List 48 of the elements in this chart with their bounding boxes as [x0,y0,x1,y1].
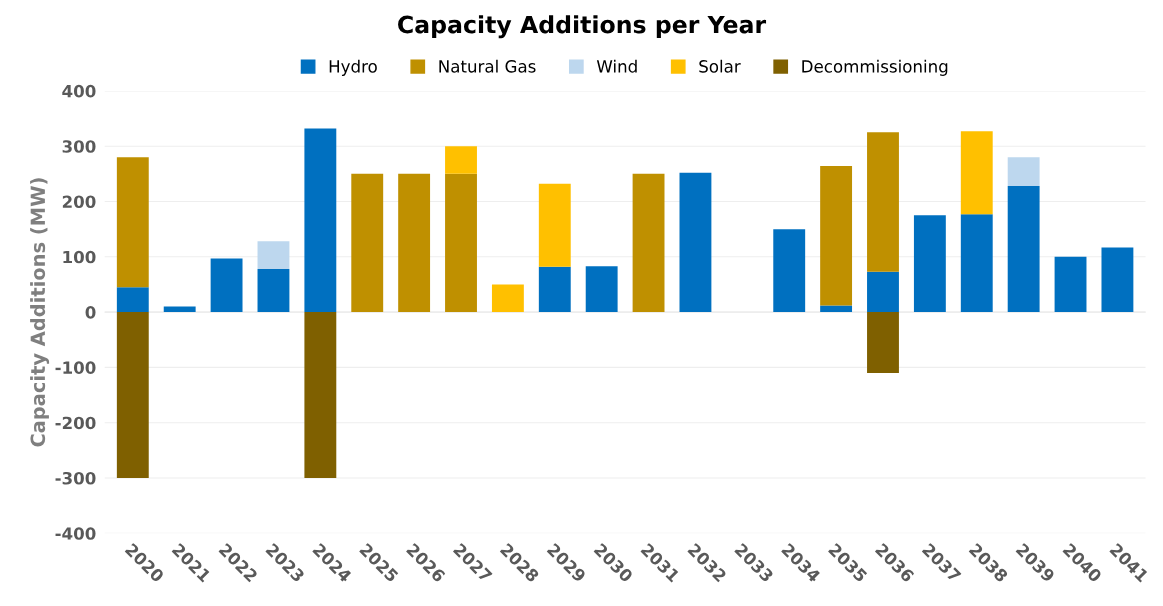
y-tick-label: -400 [55,527,96,540]
bar [304,312,337,478]
bar [116,287,149,313]
y-tick-label: 100 [63,250,96,264]
bar [538,266,571,313]
bar [820,166,853,306]
bar [398,173,431,313]
bar [585,266,618,313]
bar [491,284,524,313]
y-axis-title: Capacity Additions (MW) [30,178,50,447]
legend-label: Hydro [329,59,377,76]
bar [1007,157,1040,187]
bar [445,173,477,313]
bar [773,229,806,313]
bar [210,258,243,313]
bar [632,173,665,313]
y-tick-label: -200 [55,416,96,430]
bar [679,172,712,313]
chart-title: Capacity Additions per Year [398,15,767,39]
legend-label: Decommissioning [802,59,948,76]
legend-label: Solar [699,59,741,73]
bar [960,131,993,215]
bar [1007,186,1040,313]
bar [116,312,149,478]
bar [257,241,290,269]
bar [538,183,571,267]
bar [116,157,149,288]
bar [445,146,477,174]
y-tick-label: 300 [62,140,96,153]
bar [1101,247,1134,313]
y-tick-label: 200 [62,195,96,209]
bar [867,271,899,313]
bar [1054,256,1087,313]
bar [163,306,196,313]
legend-label: Wind [596,59,637,73]
bar [867,312,899,373]
bar [913,215,946,313]
bar [960,214,993,313]
y-tick-label: -300 [55,471,96,485]
bar [867,132,899,272]
legend-label: Natural Gas [439,59,536,73]
bar [257,268,290,313]
y-tick-label: 0 [85,306,96,319]
y-tick-label: 400 [62,84,96,98]
bar [820,305,853,313]
bar [351,173,384,313]
bar [304,128,337,313]
y-tick-label: -100 [55,361,96,374]
